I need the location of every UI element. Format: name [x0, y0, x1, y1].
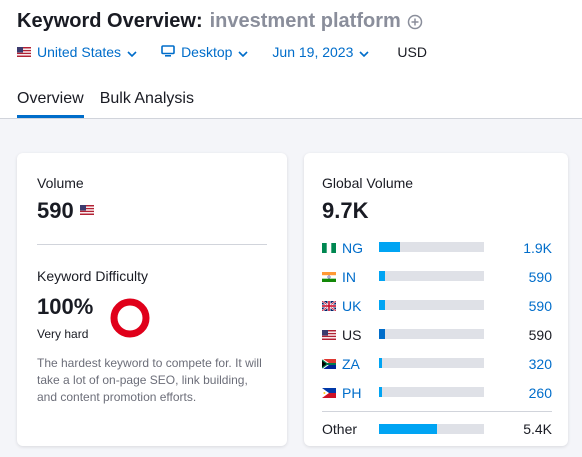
country-volume-link[interactable]: 590	[528, 268, 552, 285]
volume-value-row: 590	[37, 198, 94, 224]
tab-bar: Overview Bulk Analysis	[17, 90, 210, 118]
volume-bar-fill	[379, 358, 383, 368]
page-title-row: Keyword Overview: investment platform	[17, 10, 423, 33]
other-countries-row: Other 5.4K	[322, 418, 552, 440]
volume-bar-fill	[379, 242, 400, 252]
country-row-za: ZA 320	[321, 349, 552, 378]
difficulty-ring-icon	[110, 298, 150, 338]
country-volume-list: NG 1.9K IN 590 UK 590 US 590	[321, 233, 552, 407]
country-row-uk: UK 590	[321, 291, 552, 320]
flag-us-icon	[79, 202, 94, 220]
device-selector[interactable]: Desktop	[161, 44, 248, 60]
keyword-difficulty-level: Very hard	[37, 327, 89, 341]
country-selector[interactable]: United States	[17, 44, 137, 60]
country-code-link[interactable]: ZA	[342, 355, 360, 372]
volume-bar-fill	[379, 329, 386, 339]
device-label: Desktop	[181, 44, 233, 60]
other-volume: 5.4K	[523, 421, 552, 437]
desktop-icon	[161, 44, 175, 60]
country-row-ng: NG 1.9K	[322, 233, 552, 262]
card-divider	[322, 411, 552, 412]
tab-bulk-analysis[interactable]: Bulk Analysis	[99, 90, 194, 107]
flag-ng-icon	[322, 240, 338, 256]
flag-za-icon	[321, 356, 338, 372]
filter-bar: United States Desktop Jun 19, 2023 U	[17, 44, 427, 60]
volume-bar-track	[379, 271, 484, 281]
country-code-link[interactable]: NG	[342, 239, 363, 256]
volume-bar-track	[379, 387, 484, 397]
flag-ph-icon	[322, 385, 338, 401]
flag-us-icon	[322, 327, 338, 343]
volume-label: Volume	[37, 175, 84, 191]
volume-difficulty-card: Volume 590 Keyword Difficulty 100% Very …	[17, 153, 287, 446]
volume-value: 590	[37, 198, 74, 223]
other-label: Other	[322, 421, 358, 437]
country-row-in: IN 590	[322, 262, 552, 291]
country-volume-link[interactable]: 590	[528, 297, 552, 314]
country-volume: 590	[528, 326, 552, 343]
country-code: US	[342, 326, 362, 343]
flag-in-icon	[322, 269, 338, 285]
volume-bar-fill	[379, 271, 386, 281]
country-volume-link[interactable]: 260	[528, 384, 552, 401]
keyword-difficulty-value: 100%	[37, 294, 94, 319]
chevron-down-icon	[238, 44, 248, 60]
country-code-link[interactable]: PH	[342, 384, 362, 401]
country-label: United States	[37, 44, 122, 60]
keyword-difficulty-description: The hardest keyword to compete for. It w…	[37, 356, 262, 404]
country-code-link[interactable]: UK	[342, 297, 362, 314]
add-keyword-icon[interactable]	[407, 14, 423, 30]
volume-bar-track	[379, 300, 484, 310]
tab-overview[interactable]: Overview	[17, 90, 84, 118]
currency-label: USD	[397, 44, 427, 60]
volume-bar-track	[379, 242, 484, 252]
flag-us-icon	[17, 44, 31, 60]
chevron-down-icon	[127, 44, 137, 60]
volume-bar-fill	[379, 387, 382, 397]
card-divider	[37, 244, 267, 245]
keyword-difficulty-label: Keyword Difficulty	[37, 268, 149, 284]
global-volume-label: Global Volume	[322, 175, 414, 191]
country-row-ph: PH 260	[322, 378, 552, 407]
volume-bar-fill	[379, 424, 438, 434]
global-volume-value: 9.7K	[322, 198, 369, 223]
volume-bar-track	[379, 329, 484, 339]
flag-uk-icon	[321, 298, 338, 314]
country-row-us: US 590	[322, 320, 552, 349]
country-volume-link[interactable]: 1.9K	[523, 239, 552, 256]
country-code-link[interactable]: IN	[342, 268, 356, 285]
date-selector[interactable]: Jun 19, 2023	[272, 44, 369, 60]
keyword-title: investment platform	[209, 10, 401, 32]
header-panel: Keyword Overview: investment platform Un	[0, 0, 582, 119]
country-volume-link[interactable]: 320	[528, 355, 552, 372]
volume-bar-track	[379, 358, 484, 368]
chevron-down-icon	[359, 44, 369, 60]
date-label: Jun 19, 2023	[272, 44, 354, 60]
volume-bar-track	[379, 424, 484, 434]
page-title: Keyword Overview:	[17, 10, 203, 32]
global-volume-card: Global Volume 9.7K NG 1.9K IN 590 UK 590	[304, 153, 568, 446]
volume-bar-fill	[379, 300, 386, 310]
